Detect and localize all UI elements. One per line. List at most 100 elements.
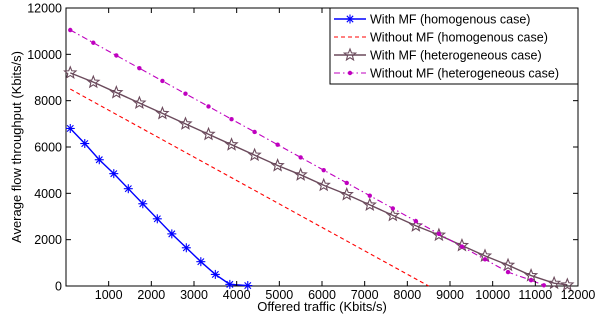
x-tick-label: 3000 <box>180 288 208 302</box>
data-point <box>65 123 75 133</box>
legend-label: Without MF (heterogeneous case) <box>370 67 559 81</box>
data-point <box>91 40 96 45</box>
data-point <box>505 269 511 275</box>
data-point <box>270 158 285 172</box>
data-point <box>224 137 239 151</box>
legend-entry: With MF (homogenous case) <box>334 13 530 27</box>
data-point <box>298 155 303 160</box>
data-point <box>123 184 133 194</box>
data-point <box>546 275 562 290</box>
x-tick-label: 10000 <box>475 288 510 302</box>
data-point <box>345 14 355 24</box>
series-line <box>70 29 545 286</box>
legend-label: Without MF (homogenous case) <box>370 31 548 45</box>
data-point <box>152 214 162 224</box>
series-line <box>70 88 429 287</box>
legend-entries: With MF (homogenous case) Without MF (hom… <box>334 13 559 81</box>
data-point <box>316 177 331 192</box>
data-point <box>321 167 326 173</box>
data-point <box>155 105 170 120</box>
data-point <box>541 283 547 288</box>
x-tick-label: 12000 <box>561 288 596 302</box>
data-point <box>528 278 534 283</box>
legend-entry: With MF (heterogeneous case) <box>334 47 542 63</box>
data-point <box>68 27 73 33</box>
data-point <box>500 257 516 272</box>
data-point <box>80 139 90 149</box>
legend-box <box>329 7 579 85</box>
data-point <box>344 180 349 186</box>
data-point <box>385 207 400 222</box>
data-point <box>210 269 220 279</box>
data-point <box>229 117 234 122</box>
data-point <box>560 277 575 291</box>
legend: With MF (homogenous case) Without MF (hom… <box>329 7 579 85</box>
x-tick-label: 7000 <box>351 288 379 302</box>
data-point <box>347 70 353 76</box>
x-tick-label: 11000 <box>518 288 552 302</box>
legend-entry: Without MF (homogenous case) <box>334 31 548 45</box>
data-point <box>362 197 377 211</box>
y-tick-label: 8000 <box>34 94 62 108</box>
series-layer <box>63 27 575 291</box>
data-point <box>293 167 308 181</box>
data-point <box>367 193 372 198</box>
axis-ticks: 1000 2000 3000 4000 5000 6000 7000 8000 9000 1000… <box>27 2 595 303</box>
x-axis-label: Offered traffic (Kbits/s) <box>257 299 387 314</box>
legend-label: With MF (heterogeneous case) <box>370 49 542 63</box>
data-point <box>137 66 142 71</box>
y-tick-label: 2000 <box>34 233 62 247</box>
series-3 <box>63 65 575 291</box>
x-tick-label: 2000 <box>137 288 165 302</box>
data-point <box>247 147 262 162</box>
x-tick-label: 1000 <box>95 288 123 302</box>
y-tick-label: 10000 <box>27 48 62 62</box>
y-tick-label: 12000 <box>27 2 62 16</box>
y-tick-label: 4000 <box>34 187 62 201</box>
x-tick-label: 5000 <box>265 288 293 302</box>
data-point <box>201 126 216 141</box>
series-line <box>70 72 568 286</box>
data-point <box>482 257 488 262</box>
data-point <box>225 279 235 289</box>
data-point <box>431 227 447 242</box>
data-point <box>206 104 211 109</box>
x-tick-label: 8000 <box>393 288 421 302</box>
y-tick-label: 6000 <box>34 141 62 155</box>
y-axis-label: Average flow throughput (Kbits/s) <box>9 51 24 243</box>
data-point <box>183 91 188 96</box>
data-point <box>436 231 442 237</box>
data-point <box>408 218 424 232</box>
data-point <box>138 199 148 209</box>
data-point <box>94 155 104 165</box>
data-point <box>459 244 465 249</box>
data-point <box>196 257 206 267</box>
y-tick-label: 0 <box>55 280 62 294</box>
data-point <box>132 95 147 110</box>
data-point <box>86 74 101 89</box>
x-tick-label: 6000 <box>308 288 336 302</box>
data-point <box>252 129 257 135</box>
data-point <box>114 53 119 58</box>
legend-entry: Without MF (heterogeneous case) <box>334 67 559 81</box>
data-point <box>167 229 177 239</box>
data-point <box>109 85 124 99</box>
data-point <box>63 65 78 79</box>
data-point <box>160 78 165 84</box>
data-point <box>390 206 396 211</box>
data-point <box>243 281 253 291</box>
x-tick-label: 9000 <box>436 288 464 302</box>
data-point <box>413 218 419 224</box>
series-1 <box>65 123 253 291</box>
legend-label: With MF (homogenous case) <box>370 13 530 27</box>
data-point <box>181 243 191 253</box>
data-point <box>275 142 280 147</box>
series-2 <box>70 88 429 287</box>
series-4 <box>68 27 547 288</box>
x-tick-label: 4000 <box>223 288 251 302</box>
data-point <box>342 47 358 62</box>
data-point <box>178 116 193 130</box>
data-point <box>339 186 354 201</box>
data-point <box>109 169 119 179</box>
